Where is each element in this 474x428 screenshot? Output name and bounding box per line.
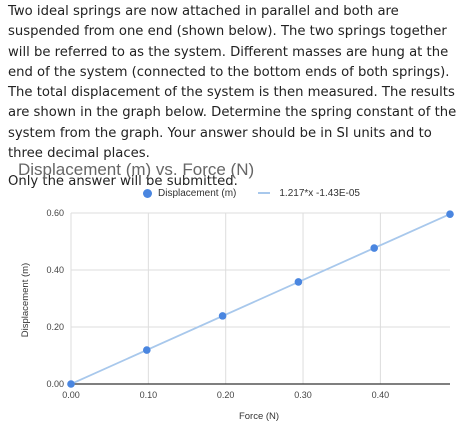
trendline-group	[70, 213, 451, 385]
data-point	[446, 210, 454, 218]
data-point	[370, 244, 379, 252]
data-point	[294, 278, 303, 286]
y-tick-label: 0.40	[46, 265, 64, 275]
x-axis-label: Force (N)	[239, 411, 279, 422]
data-point	[143, 346, 151, 354]
chart-title: Displacement (m) vs. Force (N)	[18, 160, 255, 179]
data-point	[218, 312, 227, 320]
y-axis-label: Displacement (m)	[20, 263, 31, 337]
x-tick-label: 0.30	[294, 390, 312, 400]
data-point	[67, 380, 75, 388]
y-tick-label: 0.00	[46, 379, 64, 389]
problem-text: Two ideal springs are now attached in pa…	[8, 4, 457, 162]
chart-legend: Displacement (m) 1.217*x -1.43E-05	[143, 186, 360, 200]
tick-labels: 0.00 0.20 0.40 0.60 0.00 0.10 0.20 0.30 0.40	[46, 208, 389, 400]
legend-series-marker	[143, 188, 152, 198]
legend-series-label: Displacement (m)	[158, 187, 237, 199]
legend-trendline-marker	[258, 192, 271, 194]
trendline	[70, 213, 451, 385]
x-tick-label: 0.20	[217, 390, 235, 400]
y-tick-label: 0.60	[46, 208, 64, 218]
y-tick-label: 0.20	[46, 322, 64, 332]
x-tick-label: 0.40	[372, 390, 390, 400]
problem-statement: Two ideal springs are now attached in pa…	[8, 2, 470, 193]
legend-trendline-label: 1.217*x -1.43E-05	[279, 187, 360, 199]
x-tick-label: 0.10	[140, 390, 158, 400]
submission-note: Only the answer will be submitted.	[8, 174, 238, 190]
data-points	[67, 210, 454, 388]
x-tick-label: 0.00	[62, 390, 80, 400]
